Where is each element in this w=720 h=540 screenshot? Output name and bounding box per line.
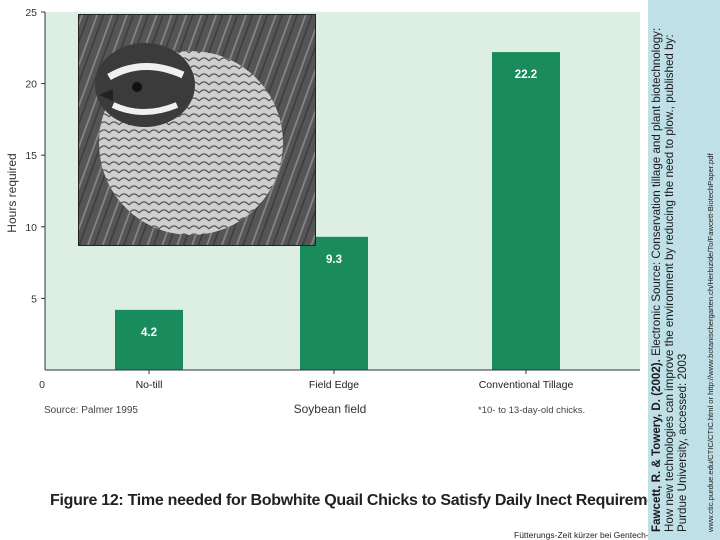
bar-no-till [115,309,183,370]
footer-note: Fütterungs-Zeit kürzer bei Gentech-Soya-… [514,530,696,540]
x-axis-title: Soybean field [294,402,367,416]
bar-value-label: 4.2 [141,327,157,339]
bar-conventional-tillage [492,52,560,370]
bar-value-label: 22.2 [515,69,537,81]
footnote: *10- to 13-day-old chicks. [478,405,585,416]
bars: 4.2 9.3 22.2 [115,52,560,370]
y-tick-label: 25 [25,7,37,19]
x-origin-label: 0 [39,379,45,391]
y-tick-label: 5 [31,293,37,305]
x-axis-labels: No-till Field Edge Conventional Tillage [136,370,574,391]
x-category-label: Conventional Tillage [479,379,574,391]
reference-url[interactable]: www.ctic.purdue.edu/CTIC/CTIC.html or ht… [706,153,715,532]
x-category-label: No-till [136,379,163,391]
reference-author: Fawcett, R. & Towery, D. (2002). [650,359,663,532]
bar-chart: 5 10 15 20 25 4.2 9.3 22.2 No-till Field Edge Co… [5,7,640,416]
y-axis-ticks: 5 10 15 20 25 [25,7,46,370]
y-tick-label: 15 [25,150,37,162]
bar-value-label: 9.3 [326,254,342,266]
y-tick-label: 10 [25,222,37,234]
reference-citation: Fawcett, R. & Towery, D. (2002). Electro… [650,2,689,532]
x-category-label: Field Edge [309,379,359,391]
bobwhite-quail-photo [78,14,316,246]
reference-panel: Fawcett, R. & Towery, D. (2002). Electro… [648,0,720,540]
y-axis-title: Hours required [5,153,19,232]
chart-panel: 5 10 15 20 25 4.2 9.3 22.2 No-till Field Edge Co… [5,7,640,416]
y-tick-label: 20 [25,79,37,91]
bar-field-edge [300,236,368,370]
figure-caption: Figure 12: Time needed for Bobwhite Quai… [50,492,679,509]
source-note: Source: Palmer 1995 [44,405,138,416]
